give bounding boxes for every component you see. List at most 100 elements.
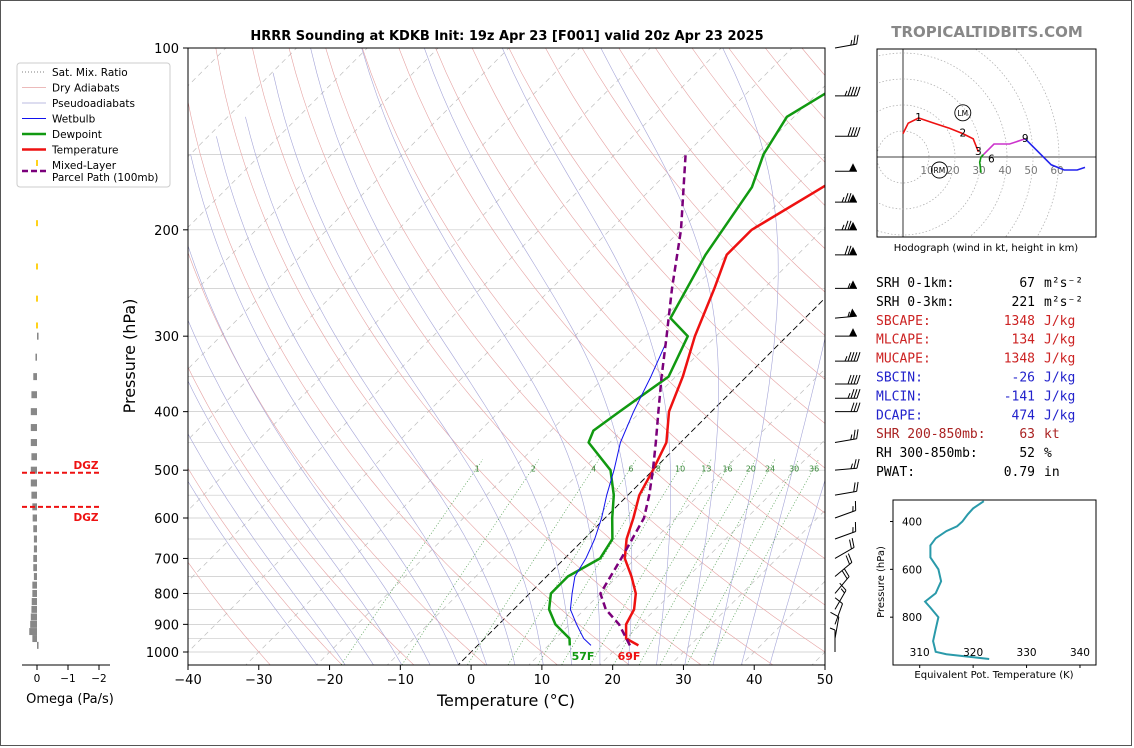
isotherm-line xyxy=(188,48,793,653)
wind-barb xyxy=(835,86,861,97)
hodograph-height-label: 1 xyxy=(915,112,922,124)
wind-barb xyxy=(835,374,861,385)
dry-adiabat-line xyxy=(325,48,825,653)
barb-flag xyxy=(856,402,861,412)
mixing-ratio-label: 30 xyxy=(789,465,799,474)
wind-barb xyxy=(834,521,857,540)
mixing-ratio-label: 36 xyxy=(809,465,819,474)
omega-yellow-bar xyxy=(36,159,38,166)
omega-panel: DGZ DGZ 0 −1 −2 xyxy=(22,159,110,685)
figure-title: HRRR Sounding at KDKB Init: 19z Apr 23 [… xyxy=(250,29,763,44)
legend-label: Dry Adiabats xyxy=(52,83,120,95)
index-label: PWAT: xyxy=(876,465,915,480)
isotherm-line xyxy=(188,48,580,441)
isotherm-line xyxy=(188,48,510,370)
wind-barb xyxy=(834,597,843,625)
hodograph-height-label: 6 xyxy=(988,154,995,166)
omega-yellow-bar xyxy=(36,322,38,329)
dry-adiabat-line xyxy=(471,48,825,469)
pseudoadiabat-line xyxy=(245,116,516,665)
theta-e-plot xyxy=(923,500,990,660)
barb-flag xyxy=(853,374,858,385)
index-label: MLCIN: xyxy=(876,389,923,404)
index-value: -141 xyxy=(1004,389,1035,404)
pseudoadiabat-line xyxy=(310,48,572,665)
dry-adiabat-line xyxy=(288,48,774,665)
dry-adiabat-line xyxy=(508,48,825,424)
wind-barb xyxy=(835,220,857,231)
index-unit: J/kg xyxy=(1044,389,1075,404)
barb-flag xyxy=(853,352,858,362)
pseudoadiabat-line xyxy=(188,380,374,665)
wind-barb xyxy=(834,582,847,610)
legend-label-line: Mixed-Layer xyxy=(52,160,117,172)
skewt-background-lines: 1 2 4 6 8 10 13 16 20 24 30 36 xyxy=(188,48,825,665)
index-label: DCAPE: xyxy=(876,408,923,423)
legend-label-line: Parcel Path (100mb) xyxy=(52,172,158,184)
omega-bar xyxy=(33,573,37,581)
omega-bar xyxy=(29,628,37,636)
isotherm-line xyxy=(528,368,825,665)
storm-motion-marker xyxy=(954,104,972,122)
theta-e-frame xyxy=(892,499,1097,666)
isotherm-line xyxy=(245,85,825,665)
omega-bar xyxy=(37,332,39,340)
omega-bar xyxy=(31,391,37,399)
omega-bar xyxy=(31,598,37,606)
index-label: RH 300-850mb: xyxy=(876,446,978,461)
barb-flag xyxy=(847,374,852,385)
sounding-indices: SRH 0-1km: 67 m²s⁻² SRH 0-3km: 221 m²s⁻² SBCAP… xyxy=(876,276,1083,480)
barb-flag xyxy=(854,521,857,532)
omega-yellow-bar xyxy=(36,295,38,302)
barb-staff xyxy=(834,43,857,49)
pseudoadiabat-line xyxy=(188,319,402,665)
isotherm-line xyxy=(599,439,825,665)
index-value: 52 xyxy=(1019,446,1035,461)
mixing-ratio-line xyxy=(561,459,686,665)
dgz-label: DGZ xyxy=(74,460,99,472)
hodograph-ring xyxy=(974,49,1034,237)
barb-pennant xyxy=(849,194,857,203)
brand-watermark: TROPICALTIDBITS.COM xyxy=(891,23,1083,41)
barb-half-flag xyxy=(850,463,853,469)
theta-e-y-tick-label: 600 xyxy=(902,564,922,576)
omega-bar xyxy=(33,545,37,553)
barb-half-flag xyxy=(847,393,851,399)
x-tick-label: 30 xyxy=(675,673,692,688)
omega-bar xyxy=(37,641,39,649)
index-value: 63 xyxy=(1019,427,1035,442)
series-temperature xyxy=(623,184,825,647)
barb-flag xyxy=(845,555,851,565)
x-tick-label: −40 xyxy=(174,673,201,688)
isotherm-line xyxy=(188,48,722,582)
wind-barb xyxy=(835,245,857,256)
dry-adiabat-line xyxy=(545,48,825,380)
index-value: 134 xyxy=(1012,333,1036,348)
isotherm-line xyxy=(316,156,825,665)
barb-pennant xyxy=(849,221,857,230)
index-unit: J/kg xyxy=(1044,333,1075,348)
theta-e-x-tick-label: 340 xyxy=(1070,647,1090,659)
mixing-ratio-label: 13 xyxy=(701,465,711,474)
y-tick-label: 200 xyxy=(154,224,179,239)
dry-adiabat-line xyxy=(188,561,271,665)
barb-staff xyxy=(834,467,857,471)
barb-flag xyxy=(854,500,857,511)
dgz-label: DGZ xyxy=(74,512,99,524)
barb-pennant xyxy=(849,328,857,337)
y-tick-label: 1000 xyxy=(146,646,179,661)
index-label: SHR 200-850mb: xyxy=(876,427,986,442)
mixing-ratio-label: 16 xyxy=(722,465,732,474)
mixing-ratio-line xyxy=(340,459,484,665)
mixing-ratio-label: 2 xyxy=(531,465,536,474)
wind-barb xyxy=(835,352,861,362)
barb-half-flag xyxy=(841,224,845,231)
omega-bar xyxy=(33,373,37,381)
y-tick-label: 100 xyxy=(154,42,179,57)
wind-barb xyxy=(834,308,857,319)
isotherm-line xyxy=(188,48,439,299)
wind-barb xyxy=(834,481,859,496)
barb-flag xyxy=(844,245,849,255)
barb-staff xyxy=(834,490,857,496)
